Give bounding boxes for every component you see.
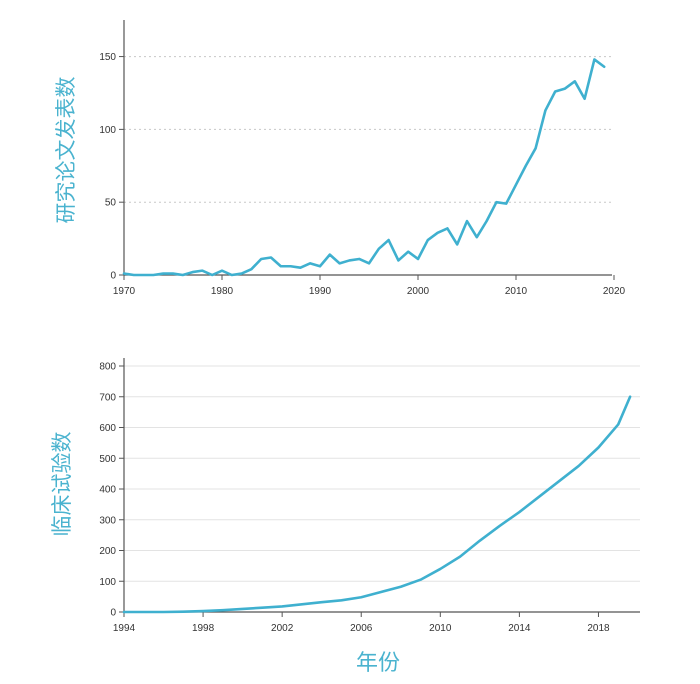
bottom-xlabel: 年份 [356, 651, 400, 676]
bot-ytick-label-800: 800 [99, 362, 116, 373]
bot-xtick-label-2002: 2002 [271, 623, 294, 634]
bot-ytick-label-500: 500 [99, 454, 116, 465]
bot-ytick-label-600: 600 [99, 423, 116, 434]
bot-series-line-0 [122, 395, 632, 614]
bot-xtick-label-2006: 2006 [350, 623, 373, 634]
top-xtick-label-2010: 2010 [505, 286, 528, 297]
top-axes [119, 20, 615, 280]
bottom-gridlines [124, 365, 640, 582]
bot-ytick-label-700: 700 [99, 392, 116, 403]
top-tick-labels: 0 50 100 150 1970 1980 1990 2000 2010 2020 [99, 52, 625, 297]
bot-ytick-label-200: 200 [99, 546, 116, 557]
bottom-series [122, 395, 632, 614]
bot-xtick-label-2018: 2018 [587, 623, 610, 634]
top-xtick-label-1980: 1980 [211, 286, 234, 297]
bot-xtick-label-1994: 1994 [113, 623, 136, 634]
top-gridlines [124, 56, 612, 203]
top-ytick-label-50: 50 [105, 198, 117, 209]
top-xtick-label-2020: 2020 [603, 286, 626, 297]
bot-ytick-label-400: 400 [99, 485, 116, 496]
top-xtick-label-1990: 1990 [309, 286, 332, 297]
bot-xtick-label-2014: 2014 [508, 623, 531, 634]
bot-ytick-label-0: 0 [110, 608, 116, 619]
bot-ytick-label-100: 100 [99, 577, 116, 588]
top-xtick-label-1970: 1970 [113, 286, 136, 297]
top-series [122, 58, 606, 277]
bot-xtick-label-1998: 1998 [192, 623, 215, 634]
bot-ytick-label-300: 300 [99, 515, 116, 526]
top-xtick-label-2000: 2000 [407, 286, 430, 297]
bot-xtick-label-2010: 2010 [429, 623, 452, 634]
top-ytick-label-0: 0 [110, 271, 116, 282]
bottom-ylabel: 临床试验数 [50, 432, 74, 537]
top-series-line-0 [122, 58, 606, 277]
bottom-tick-labels: 0 100 200 300 400 500 600 700 800 1994 1998 2002 200… [99, 362, 610, 635]
top-ytick-label-100: 100 [99, 125, 116, 136]
top-ylabel: 研究论文发表数 [54, 77, 78, 224]
top-ytick-label-150: 150 [99, 52, 116, 63]
